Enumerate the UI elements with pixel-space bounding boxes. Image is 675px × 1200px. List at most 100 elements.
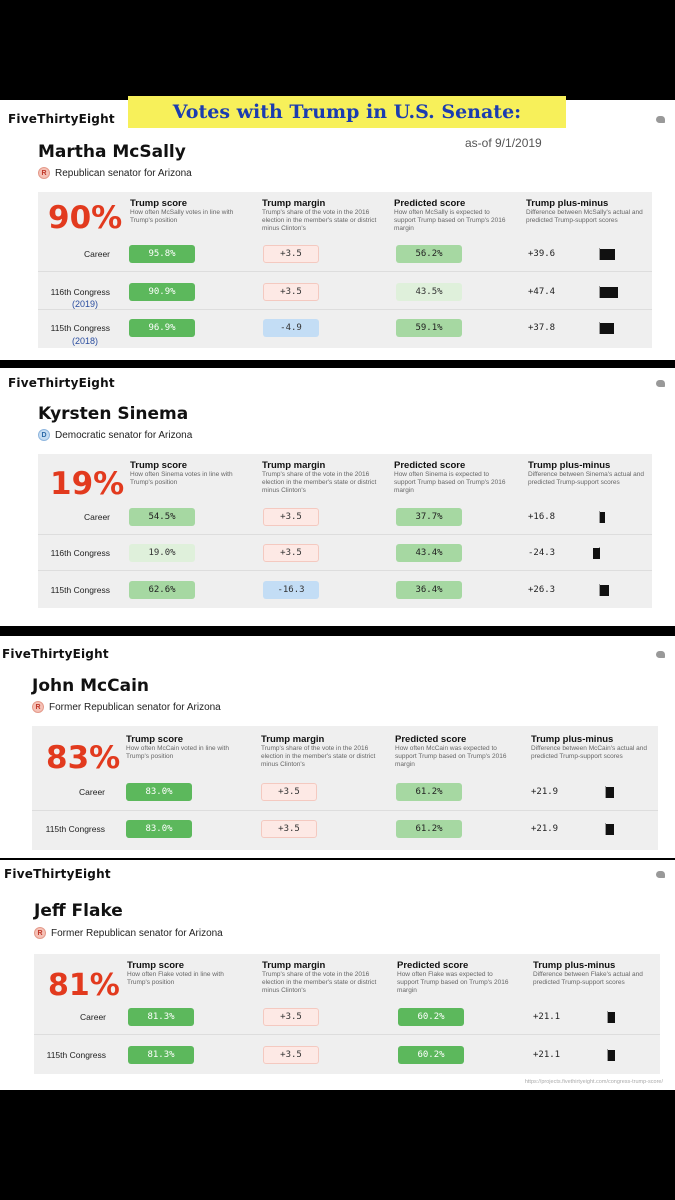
trump-margin-pill: -4.9: [263, 319, 319, 337]
row-label: Career: [79, 787, 105, 797]
header-trump-score: Trump score: [130, 198, 188, 209]
senator-name: John McCain: [32, 676, 149, 696]
trump-margin-pill: -16.3: [263, 581, 319, 599]
plus-minus-bar: [608, 1012, 615, 1023]
row-label: 115th Congress: [45, 824, 105, 834]
plus-minus-zero-tick: [607, 1049, 608, 1061]
predicted-score-pill: 43.5%: [396, 283, 462, 301]
party-label: D Democratic senator for Arizona: [38, 429, 192, 441]
row-year: (2019): [72, 299, 99, 309]
plus-minus-zero-tick: [599, 248, 600, 260]
fivethirtyeight-logo: FiveThirtyEight: [4, 867, 111, 881]
trump-score-pill: 83.0%: [126, 820, 192, 838]
row-divider: [38, 534, 652, 535]
desc-predicted-score: How often McSally is expected to support…: [394, 209, 506, 232]
plus-minus-zero-tick: [599, 286, 600, 298]
big-score: 19%: [50, 466, 125, 502]
plus-minus-value: -24.3: [528, 548, 556, 558]
row-label: Career: [84, 249, 110, 259]
party-label: R Former Republican senator for Arizona: [34, 927, 223, 939]
trump-score-pill: 81.3%: [128, 1046, 194, 1064]
header-plus-minus: Trump plus-minus: [531, 734, 614, 745]
plus-minus-value: +26.3: [528, 585, 556, 595]
plus-minus-zero-tick: [605, 786, 606, 798]
row-label: 115th Congress: [50, 323, 110, 333]
row-label: Career: [84, 512, 110, 522]
trump-margin-pill: +3.5: [263, 544, 319, 562]
fivethirtyeight-logo: FiveThirtyEight: [8, 112, 115, 126]
senator-card-mccain: FiveThirtyEight John McCain R Former Rep…: [0, 636, 675, 858]
big-score: 90%: [48, 200, 123, 236]
senator-name: Kyrsten Sinema: [38, 404, 189, 424]
predicted-score-pill: 37.7%: [396, 508, 462, 526]
plus-minus-value: +39.6: [528, 249, 556, 259]
row-divider: [38, 309, 652, 310]
desc-predicted-score: How often Sinema is expected to support …: [394, 471, 506, 494]
twitter-icon[interactable]: [656, 871, 665, 878]
fivethirtyeight-logo: FiveThirtyEight: [2, 647, 109, 661]
score-table: 81% Trump score How often Flake voted in…: [34, 954, 660, 1074]
trump-margin-pill: +3.5: [261, 783, 317, 801]
desc-trump-margin: Trump's share of the vote in the 2016 el…: [261, 745, 376, 768]
plus-minus-value: +21.9: [531, 824, 559, 834]
desc-trump-score: How often McCain voted in line with Trum…: [126, 745, 229, 760]
row-label: 116th Congress: [50, 287, 110, 297]
twitter-icon[interactable]: [656, 380, 665, 387]
score-table: 90% Trump score How often McSally votes …: [38, 192, 652, 348]
senator-card-mcsally: FiveThirtyEight Martha McSally R Republi…: [0, 100, 675, 360]
header-predicted-score: Predicted score: [394, 460, 466, 471]
trump-score-pill: 62.6%: [129, 581, 195, 599]
predicted-score-pill: 43.4%: [396, 544, 462, 562]
plus-minus-bar: [600, 512, 605, 523]
big-score: 81%: [48, 968, 120, 1003]
desc-trump-margin: Trump's share of the vote in the 2016 el…: [262, 971, 377, 994]
twitter-icon[interactable]: [656, 651, 665, 658]
party-label: R Republican senator for Arizona: [38, 167, 192, 179]
plus-minus-value: +37.8: [528, 323, 556, 333]
header-trump-margin: Trump margin: [261, 734, 325, 745]
row-label: Career: [80, 1012, 106, 1022]
plus-minus-bar: [600, 585, 609, 596]
header-predicted-score: Predicted score: [395, 734, 467, 745]
row-year: (2018): [72, 336, 99, 346]
desc-predicted-score: How often McCain was expected to support…: [395, 745, 507, 768]
plus-minus-value: +47.4: [528, 287, 556, 297]
plus-minus-zero-tick: [599, 511, 600, 523]
desc-trump-score: How often McSally votes in line with Tru…: [130, 209, 234, 224]
header-predicted-score: Predicted score: [394, 198, 466, 209]
desc-predicted-score: How often Flake was expected to support …: [397, 971, 509, 994]
trump-margin-pill: +3.5: [263, 283, 319, 301]
row-label: 115th Congress: [46, 1050, 106, 1060]
party-label: R Former Republican senator for Arizona: [32, 701, 221, 713]
republican-badge-icon: R: [32, 701, 44, 713]
trump-score-pill: 19.0%: [129, 544, 195, 562]
plus-minus-zero-tick: [605, 823, 606, 835]
party-text: Former Republican senator for Arizona: [49, 701, 221, 713]
twitter-icon[interactable]: [656, 116, 665, 123]
plus-minus-bar: [600, 287, 618, 298]
row-label: 116th Congress: [50, 548, 110, 558]
header-trump-score: Trump score: [130, 460, 188, 471]
predicted-score-pill: 59.1%: [396, 319, 462, 337]
republican-badge-icon: R: [38, 167, 50, 179]
source-url[interactable]: https://projects.fivethirtyeight.com/con…: [524, 1079, 663, 1085]
trump-score-pill: 96.9%: [129, 319, 195, 337]
trump-score-pill: 95.8%: [129, 245, 195, 263]
plus-minus-value: +16.8: [528, 512, 556, 522]
predicted-score-pill: 60.2%: [398, 1008, 464, 1026]
desc-trump-score: How often Sinema votes in line with Trum…: [130, 471, 233, 486]
predicted-score-pill: 61.2%: [396, 783, 462, 801]
row-label: 115th Congress: [50, 585, 110, 595]
desc-trump-score: How often Flake voted in line with Trump…: [127, 971, 224, 986]
plus-minus-value: +21.9: [531, 787, 559, 797]
as-of-date: as-of 9/1/2019: [465, 136, 542, 150]
plus-minus-bar: [593, 548, 600, 559]
predicted-score-pill: 36.4%: [396, 581, 462, 599]
plus-minus-zero-tick: [599, 584, 600, 596]
plus-minus-bar: [606, 824, 614, 835]
trump-score-pill: 83.0%: [126, 783, 192, 801]
predicted-score-pill: 56.2%: [396, 245, 462, 263]
plus-minus-value: +21.1: [533, 1050, 561, 1060]
senator-card-flake: FiveThirtyEight Jeff Flake R Former Repu…: [0, 860, 675, 1090]
desc-plus-minus: Difference between McSally's actual and …: [526, 209, 643, 224]
